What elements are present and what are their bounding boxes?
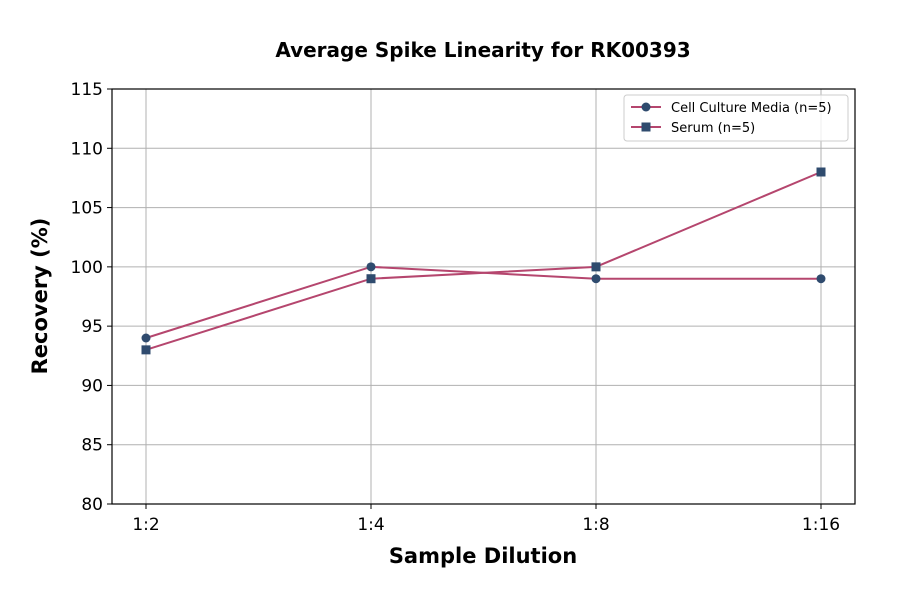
legend: Cell Culture Media (n=5) Serum (n=5) [623, 94, 849, 142]
data-point-square [591, 262, 601, 272]
x-axis-label: Sample Dilution [389, 544, 577, 568]
data-point-square [366, 274, 376, 284]
y-tick-label: 115 [71, 80, 103, 100]
x-tick-label: 1:2 [132, 515, 159, 535]
chart-title: Average Spike Linearity for RK00393 [275, 38, 690, 62]
data-point-circle [366, 262, 376, 272]
y-tick-label: 85 [81, 436, 103, 456]
data-point-circle [591, 274, 601, 284]
ticks: 80 85 90 95 100 105 110 115 1:2 1:4 1:8 1:16 [71, 80, 841, 535]
y-axis-label: Recovery (%) [28, 218, 52, 375]
x-tick-label: 1:8 [582, 515, 609, 535]
legend-frame [623, 94, 849, 142]
legend-label-1: Serum (n=5) [671, 121, 755, 136]
legend-circle-marker-icon [641, 102, 651, 112]
x-tick-label: 1:4 [357, 515, 384, 535]
grid [112, 88, 855, 505]
data-point-circle [141, 333, 151, 343]
series-line-1 [145, 171, 822, 351]
series-layer [141, 167, 826, 355]
data-point-square [141, 345, 151, 355]
plot-frame [111, 88, 856, 505]
series-line-0 [145, 265, 821, 339]
y-tick-label: 95 [81, 317, 103, 337]
legend-label-0: Cell Culture Media (n=5) [671, 101, 832, 116]
y-tick-label: 100 [71, 258, 103, 278]
x-tick-label: 1:16 [802, 515, 840, 535]
y-tick-label: 110 [71, 139, 103, 159]
data-point-square [816, 167, 826, 177]
y-tick-label: 80 [81, 495, 103, 515]
data-point-circle [816, 274, 826, 284]
y-tick-label: 90 [81, 376, 103, 396]
y-tick-label: 105 [71, 199, 103, 219]
legend-square-marker-icon [641, 122, 651, 132]
